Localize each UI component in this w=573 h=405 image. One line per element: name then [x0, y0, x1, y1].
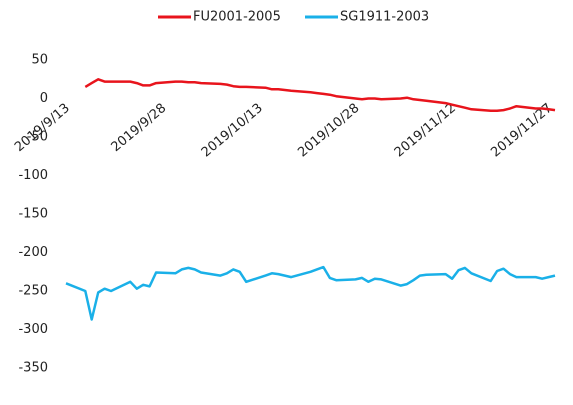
x-tick-label: 2019/10/28	[295, 101, 362, 161]
y-tick-label: 0	[40, 91, 48, 106]
y-tick-label: -350	[18, 361, 48, 376]
y-tick-label: 50	[31, 53, 48, 68]
y-tick-label: -150	[18, 207, 48, 222]
series-line	[84, 78, 556, 113]
x-tick-label: 2019/9/13	[12, 101, 73, 155]
x-tick-label: 2019/11/12	[392, 101, 459, 161]
y-tick-label: -300	[18, 322, 48, 337]
x-tick-label: 2019/9/28	[109, 101, 170, 155]
series-line	[65, 265, 556, 321]
y-tick-label: -200	[18, 245, 48, 260]
legend-label: FU2001-2005	[193, 10, 281, 25]
x-tick-label: 2019/10/13	[199, 101, 266, 161]
y-tick-label: -250	[18, 284, 48, 299]
y-tick-label: -50	[27, 130, 48, 145]
legend-label: SG1911-2003	[340, 10, 429, 25]
y-tick-label: -100	[18, 168, 48, 183]
